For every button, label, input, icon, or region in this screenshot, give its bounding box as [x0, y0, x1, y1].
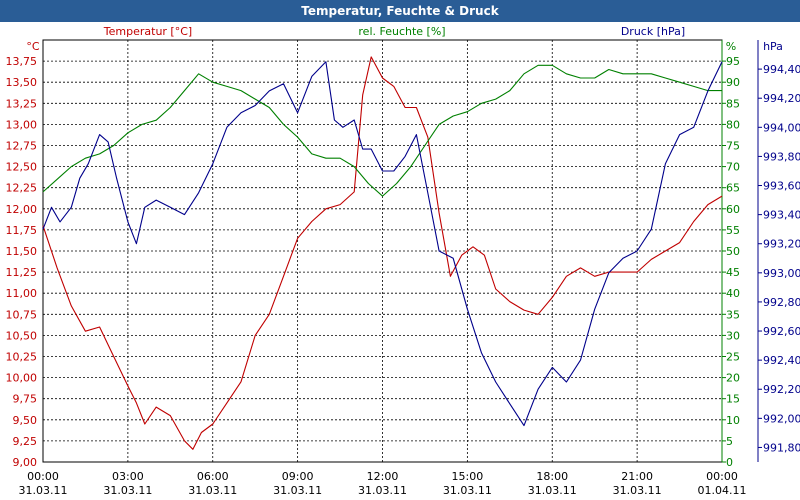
pressure-tick-label: 994,40 [763, 63, 800, 76]
temperature-tick-label: 12,75 [6, 140, 38, 153]
temperature-tick-label: 11,25 [6, 266, 38, 279]
humidity-tick-label: 90 [726, 76, 740, 89]
temperature-tick-label: 10,50 [6, 329, 38, 342]
x-tick-date: 31.03.11 [613, 484, 662, 497]
chart-title: Temperatur, Feuchte & Druck [0, 0, 800, 22]
temperature-tick-label: 12,25 [6, 182, 38, 195]
humidity-tick-label: 85 [726, 97, 740, 110]
pressure-unit-label: hPa [763, 40, 783, 53]
humidity-tick-label: 40 [726, 287, 740, 300]
pressure-tick-label: 992,40 [763, 354, 800, 367]
pressure-tick-label: 992,80 [763, 296, 800, 309]
x-tick-time: 06:00 [197, 470, 229, 483]
temperature-tick-label: 9,50 [13, 414, 38, 427]
humidity-tick-label: 45 [726, 266, 740, 279]
temperature-tick-label: 10,25 [6, 351, 38, 364]
x-tick-time: 00:00 [706, 470, 738, 483]
x-tick-date: 01.04.11 [698, 484, 747, 497]
humidity-tick-label: 20 [726, 372, 740, 385]
pressure-tick-label: 993,40 [763, 209, 800, 222]
temperature-tick-label: 11,00 [6, 287, 38, 300]
pressure-tick-label: 992,60 [763, 325, 800, 338]
humidity-tick-label: 15 [726, 393, 740, 406]
x-tick-time: 15:00 [452, 470, 484, 483]
chart-canvas: 9,00 9,25 9,50 9,75 10,00 10,25 10,50 10,75 11,0… [6, 25, 800, 497]
temperature-tick-label: 9,00 [13, 456, 38, 469]
humidity-tick-label: 10 [726, 414, 740, 427]
humidity-tick-label: 80 [726, 118, 740, 131]
pressure-series-line [42, 61, 723, 427]
temperature-tick-label: 13,75 [6, 55, 38, 68]
temperature-unit-label: °C [26, 40, 40, 53]
humidity-tick-label: 70 [726, 161, 740, 174]
x-tick-time: 09:00 [282, 470, 314, 483]
pressure-tick-label: 994,20 [763, 92, 800, 105]
humidity-axis-title: rel. Feuchte [%] [358, 25, 445, 38]
pressure-tick-label: 992,00 [763, 412, 800, 425]
pressure-tick-label: 993,80 [763, 150, 800, 163]
series-lines [42, 56, 723, 450]
humidity-tick-label: 30 [726, 329, 740, 342]
humidity-tick-label: 35 [726, 308, 740, 321]
x-tick-time: 21:00 [621, 470, 653, 483]
x-tick-time: 18:00 [536, 470, 568, 483]
humidity-tick-label: 50 [726, 245, 740, 258]
humidity-tick-label: 55 [726, 224, 740, 237]
x-tick-date: 31.03.11 [19, 484, 68, 497]
tick-labels: 9,00 9,25 9,50 9,75 10,00 10,25 10,50 10,75 11,0… [6, 55, 800, 497]
x-tick-date: 31.03.11 [528, 484, 577, 497]
x-tick-date: 31.03.11 [273, 484, 322, 497]
temperature-axis-title: Temperatur [°C] [103, 25, 192, 38]
pressure-axis-title: Druck [hPa] [621, 25, 685, 38]
x-tick-time: 00:00 [27, 470, 59, 483]
temperature-tick-label: 10,75 [6, 308, 38, 321]
humidity-tick-label: 25 [726, 351, 740, 364]
humidity-tick-label: 5 [726, 435, 733, 448]
humidity-tick-label: 65 [726, 182, 740, 195]
pressure-tick-label: 991,80 [763, 441, 800, 454]
humidity-tick-label: 95 [726, 55, 740, 68]
x-tick-date: 31.03.11 [188, 484, 237, 497]
x-tick-date: 31.03.11 [358, 484, 407, 497]
pressure-tick-label: 992,20 [763, 383, 800, 396]
temperature-tick-label: 9,75 [13, 393, 38, 406]
temperature-tick-label: 13,25 [6, 97, 38, 110]
temperature-tick-label: 13,00 [6, 118, 38, 131]
humidity-tick-label: 0 [726, 456, 733, 469]
humidity-tick-label: 75 [726, 140, 740, 153]
x-tick-date: 31.03.11 [103, 484, 152, 497]
x-tick-time: 03:00 [112, 470, 144, 483]
temperature-tick-label: 9,25 [13, 435, 38, 448]
humidity-series-line [42, 64, 722, 197]
temperature-tick-label: 11,75 [6, 224, 38, 237]
grid-lines [43, 40, 722, 463]
temperature-tick-label: 11,50 [6, 245, 38, 258]
pressure-tick-label: 993,60 [763, 180, 800, 193]
temperature-tick-label: 12,50 [6, 161, 38, 174]
pressure-tick-label: 993,20 [763, 238, 800, 251]
axes [42, 39, 762, 463]
x-tick-time: 12:00 [367, 470, 399, 483]
humidity-unit-label: % [726, 40, 736, 53]
x-tick-date: 31.03.11 [443, 484, 492, 497]
temperature-series-line [42, 56, 723, 450]
humidity-tick-label: 60 [726, 203, 740, 216]
temperature-tick-label: 10,00 [6, 372, 38, 385]
temperature-tick-label: 12,00 [6, 203, 38, 216]
pressure-tick-label: 994,00 [763, 121, 800, 134]
temperature-tick-label: 13,50 [6, 76, 38, 89]
pressure-tick-label: 993,00 [763, 267, 800, 280]
